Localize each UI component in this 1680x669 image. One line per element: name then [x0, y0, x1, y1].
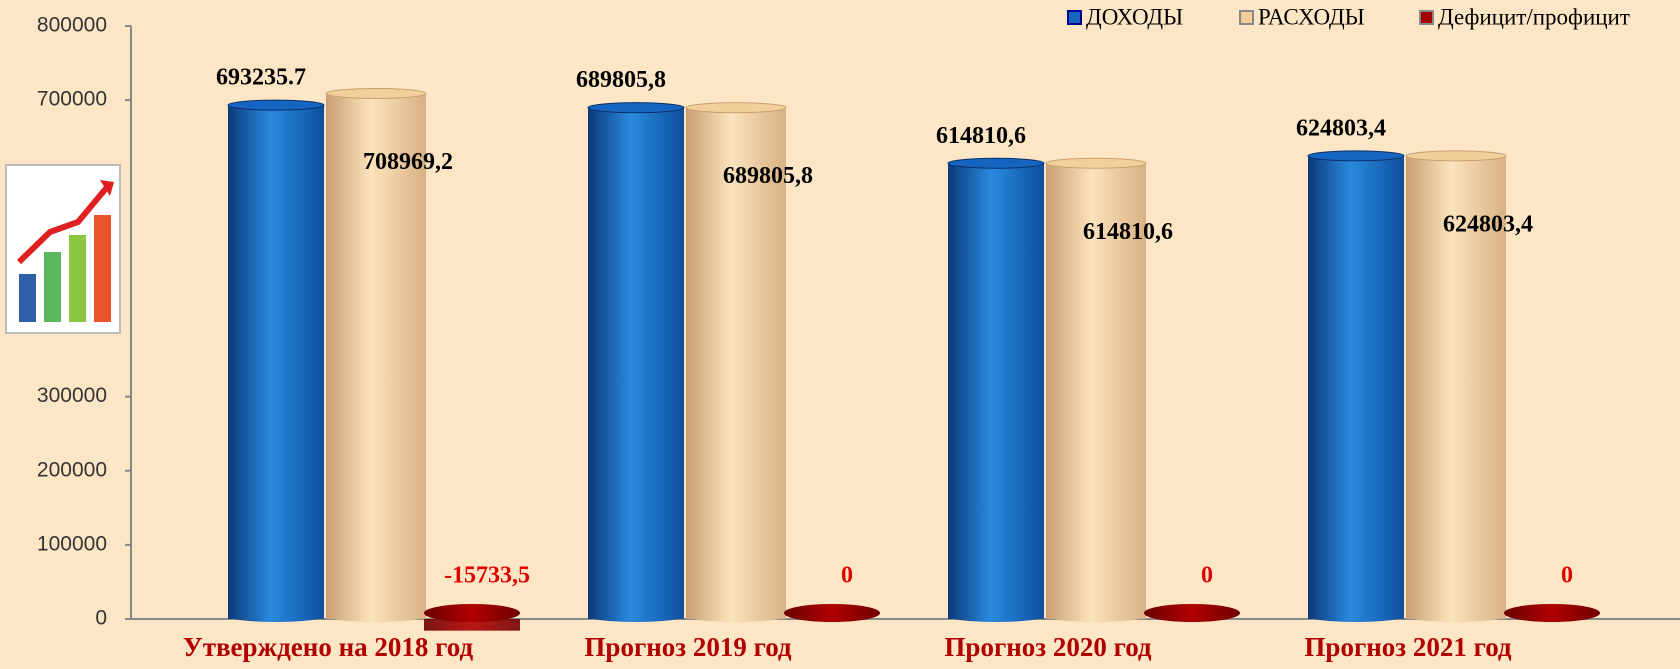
legend-swatch: [1240, 11, 1253, 24]
y-tick-label: 200000: [37, 458, 107, 481]
value-label: 708969,2: [363, 149, 453, 175]
bar: [948, 163, 1044, 619]
x-tick-label: Прогноз 2020 год: [944, 632, 1151, 662]
value-label: 0: [1201, 563, 1213, 589]
value-label: 693235.7: [216, 65, 306, 91]
legend-label: РАСХОДЫ: [1258, 4, 1365, 29]
bar-cap: [326, 88, 426, 98]
value-label: 0: [841, 563, 853, 589]
y-tick-label: 700000: [37, 88, 107, 111]
y-tick-label: 0: [95, 607, 107, 630]
legend-swatch: [1068, 11, 1081, 24]
bar-cap: [424, 604, 520, 622]
icon: [6, 165, 120, 333]
legend-label: Дефицит/профицит: [1438, 4, 1630, 29]
x-tick-label: Утверждено на 2018 год: [183, 632, 474, 662]
value-label: 614810,6: [936, 123, 1026, 149]
bar: [228, 105, 324, 619]
legend-label: ДОХОДЫ: [1086, 4, 1183, 29]
bar-cap: [784, 604, 880, 622]
bar-cap: [1046, 158, 1146, 168]
bar-cap: [1144, 604, 1240, 622]
x-tick-label: Прогноз 2021 год: [1304, 632, 1511, 662]
chart: 0 100000 200000 300000 700000 800000 Утвержден…: [0, 0, 1680, 669]
legend-swatch: [1420, 11, 1433, 24]
value-label: -15733,5: [444, 563, 530, 589]
bar: [1308, 156, 1404, 619]
value-label: 0: [1561, 563, 1573, 589]
y-tick-label: 300000: [37, 384, 107, 407]
bar-cap: [1308, 151, 1404, 161]
bar: [588, 108, 684, 619]
bar-cap: [228, 100, 324, 110]
bar-cap: [1504, 604, 1600, 622]
value-label: 624803,4: [1296, 115, 1386, 141]
value-label: 689805,8: [723, 163, 813, 189]
page: {"chart_data": {"type": "bar", "categori…: [0, 0, 1680, 669]
x-tick-label: Прогноз 2019 год: [584, 632, 791, 662]
bar-cap: [588, 103, 684, 113]
bar-cap: [948, 158, 1044, 168]
bar-cap: [686, 103, 786, 113]
value-label: 689805,8: [576, 67, 666, 93]
value-label: 614810,6: [1083, 219, 1173, 245]
y-tick-label: 800000: [37, 14, 107, 37]
y-tick-label: 100000: [37, 532, 107, 555]
value-label: 624803,4: [1443, 211, 1533, 237]
bar-cap: [1406, 151, 1506, 161]
